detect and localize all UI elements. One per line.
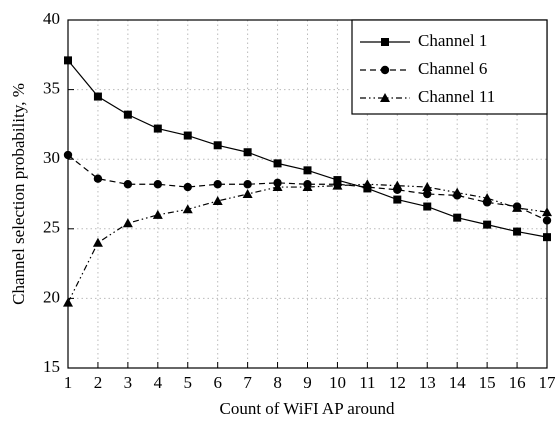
- marker: [93, 92, 102, 101]
- marker: [513, 227, 522, 236]
- x-tick-label: 16: [509, 373, 526, 392]
- legend-label: Channel 1: [418, 31, 487, 50]
- marker: [482, 193, 493, 203]
- x-tick-label: 5: [184, 373, 193, 392]
- marker: [542, 207, 552, 217]
- marker: [453, 213, 462, 222]
- y-tick-label: 30: [43, 148, 60, 167]
- marker: [92, 237, 103, 247]
- marker: [542, 216, 552, 225]
- x-tick-label: 10: [329, 373, 346, 392]
- x-tick-label: 1: [64, 373, 73, 392]
- marker: [63, 297, 73, 307]
- marker: [93, 174, 103, 183]
- x-tick-label: 7: [243, 373, 252, 392]
- marker: [393, 195, 402, 204]
- y-tick-label: 15: [43, 357, 60, 376]
- x-tick-label: 6: [213, 373, 222, 392]
- marker: [183, 131, 192, 140]
- marker: [64, 56, 72, 65]
- marker: [362, 179, 373, 189]
- legend-label: Channel 6: [418, 59, 487, 78]
- series-line: [67, 183, 548, 303]
- marker: [123, 180, 133, 189]
- marker: [153, 124, 162, 133]
- marker: [380, 93, 390, 102]
- marker: [423, 189, 432, 199]
- marker: [272, 182, 283, 192]
- x-tick-label: 11: [359, 373, 375, 392]
- x-tick-label: 2: [94, 373, 103, 392]
- y-tick-label: 20: [43, 287, 60, 306]
- marker: [381, 38, 389, 46]
- marker: [152, 209, 163, 219]
- marker: [242, 189, 253, 198]
- marker: [63, 150, 73, 160]
- marker: [392, 180, 403, 190]
- marker: [183, 182, 192, 192]
- marker: [302, 182, 313, 192]
- x-tick-label: 3: [124, 373, 133, 392]
- x-tick-label: 15: [479, 373, 496, 392]
- marker: [212, 195, 223, 205]
- x-tick-label: 8: [273, 373, 282, 392]
- marker: [303, 166, 312, 175]
- marker: [452, 187, 463, 197]
- plot-frame: [67, 19, 548, 369]
- marker: [122, 218, 133, 228]
- marker: [182, 204, 193, 214]
- marker: [543, 233, 551, 242]
- marker: [380, 65, 390, 75]
- x-tick-label: 17: [539, 373, 555, 392]
- x-tick-label: 13: [419, 373, 436, 392]
- y-tick-label: 35: [43, 79, 60, 98]
- marker: [512, 202, 523, 212]
- legend-label: Channel 11: [418, 87, 495, 106]
- y-tick-label: 40: [43, 9, 60, 28]
- y-tick-label: 25: [43, 218, 60, 237]
- marker: [273, 159, 282, 168]
- marker: [213, 180, 222, 189]
- x-tick-label: 12: [389, 373, 406, 392]
- marker: [123, 110, 132, 119]
- x-tick-label: 9: [303, 373, 312, 392]
- x-tick-label: 14: [449, 373, 467, 392]
- marker: [423, 202, 432, 211]
- marker: [243, 180, 252, 189]
- marker: [243, 148, 252, 157]
- x-tick-label: 4: [154, 373, 163, 392]
- marker: [213, 141, 222, 150]
- marker: [483, 220, 492, 229]
- y-axis-title: Channel selection probability, %: [9, 83, 28, 305]
- x-axis-title: Count of WiFI AP around: [220, 399, 395, 418]
- marker: [153, 180, 163, 189]
- marker: [422, 182, 433, 192]
- marker: [332, 180, 343, 190]
